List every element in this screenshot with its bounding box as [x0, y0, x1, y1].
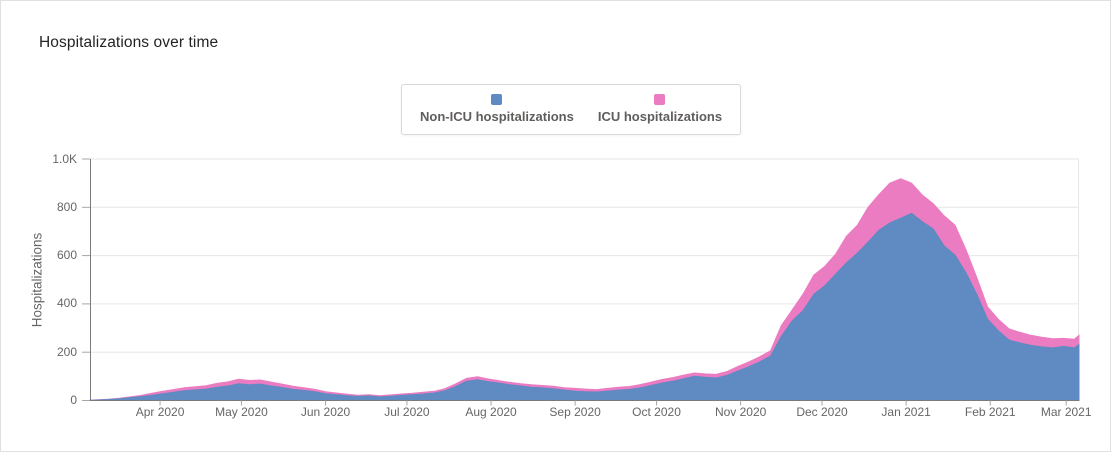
x-tick-label: May 2020: [215, 405, 268, 419]
y-tick-label: 0: [70, 393, 77, 407]
x-tick-label: Aug 2020: [465, 405, 517, 419]
x-tick-label: Apr 2020: [135, 405, 185, 419]
x-tick-label: Feb 2021: [964, 405, 1016, 419]
y-tick-label: 400: [56, 296, 77, 311]
x-tick-label: Mar 2021: [1040, 405, 1092, 419]
legend: Non-ICU hospitalizations ICU hospitaliza…: [401, 84, 742, 135]
y-tick-label: 200: [56, 344, 77, 359]
x-tick-label: Oct 2020: [632, 405, 681, 419]
legend-item-icu[interactable]: ICU hospitalizations: [598, 94, 722, 125]
x-tick-label: Nov 2020: [714, 405, 767, 419]
y-tick-label: 1.0K: [52, 151, 77, 166]
legend-swatch-icu-icon: [654, 94, 666, 105]
plot-area[interactable]: [82, 153, 1080, 406]
y-tick-label: 800: [56, 199, 77, 214]
legend-swatch-non-icu-icon: [491, 94, 503, 105]
x-tick-label: Jun 2020: [300, 405, 351, 419]
y-tick-label: 600: [56, 248, 77, 263]
x-tick-label: Jan 2021: [881, 405, 931, 419]
x-tick-label: Sep 2020: [549, 405, 601, 419]
legend-label-non-icu: Non-ICU hospitalizations: [420, 109, 574, 124]
y-axis-title: Hospitalizations: [29, 232, 45, 328]
non-icu-area[interactable]: [89, 212, 1080, 401]
chart-title: Hospitalizations over time: [39, 34, 219, 51]
x-tick-label: Dec 2020: [796, 405, 848, 419]
legend-item-non-icu[interactable]: Non-ICU hospitalizations: [420, 94, 574, 125]
x-tick-label: Jul 2020: [384, 405, 430, 419]
legend-label-icu: ICU hospitalizations: [597, 109, 723, 124]
